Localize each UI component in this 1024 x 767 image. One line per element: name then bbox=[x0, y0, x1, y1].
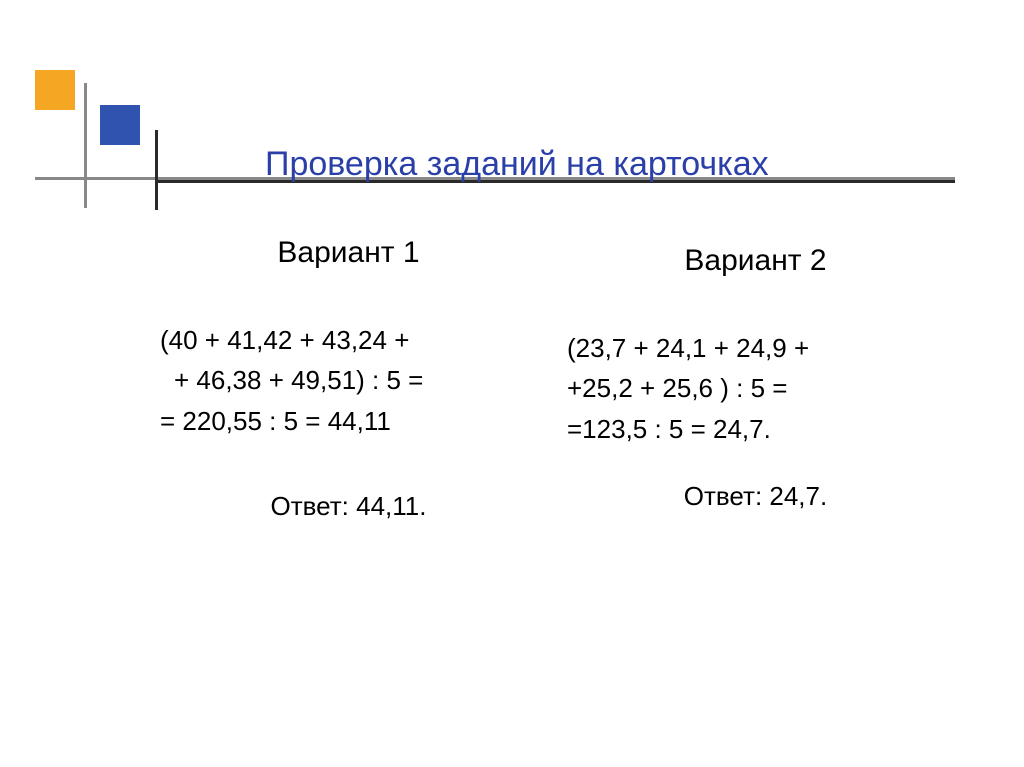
variant-2-heading: Вариант 2 bbox=[567, 244, 944, 278]
variant-1-heading: Вариант 1 bbox=[160, 236, 537, 270]
variant-2-line2: +25,2 + 25,6 ) : 5 = bbox=[567, 368, 944, 408]
variant-1-line2: + 46,38 + 49,51) : 5 = bbox=[160, 360, 537, 400]
slide-decoration bbox=[35, 70, 235, 210]
variant-2-column: Вариант 2 (23,7 + 24,1 + 24,9 + +25,2 + … bbox=[567, 236, 944, 522]
variant-2-line1: (23,7 + 24,1 + 24,9 + bbox=[567, 328, 944, 368]
variant-2-line3: =123,5 : 5 = 24,7. bbox=[567, 409, 944, 449]
variant-2-answer: Ответ: 24,7. bbox=[567, 481, 944, 512]
variant-1-line3: = 220,55 : 5 = 44,11 bbox=[160, 401, 537, 441]
vertical-line-dark bbox=[155, 130, 158, 210]
variant-1-line1: (40 + 41,42 + 43,24 + bbox=[160, 320, 537, 360]
variant-1-answer: Ответ: 44,11. bbox=[160, 491, 537, 522]
slide-title: Проверка заданий на карточках bbox=[265, 145, 769, 184]
vertical-line-gray bbox=[84, 83, 87, 208]
orange-square bbox=[35, 70, 75, 110]
variant-1-column: Вариант 1 (40 + 41,42 + 43,24 + + 46,38 … bbox=[160, 236, 537, 522]
blue-square bbox=[100, 105, 140, 145]
content-columns: Вариант 1 (40 + 41,42 + 43,24 + + 46,38 … bbox=[160, 236, 944, 522]
